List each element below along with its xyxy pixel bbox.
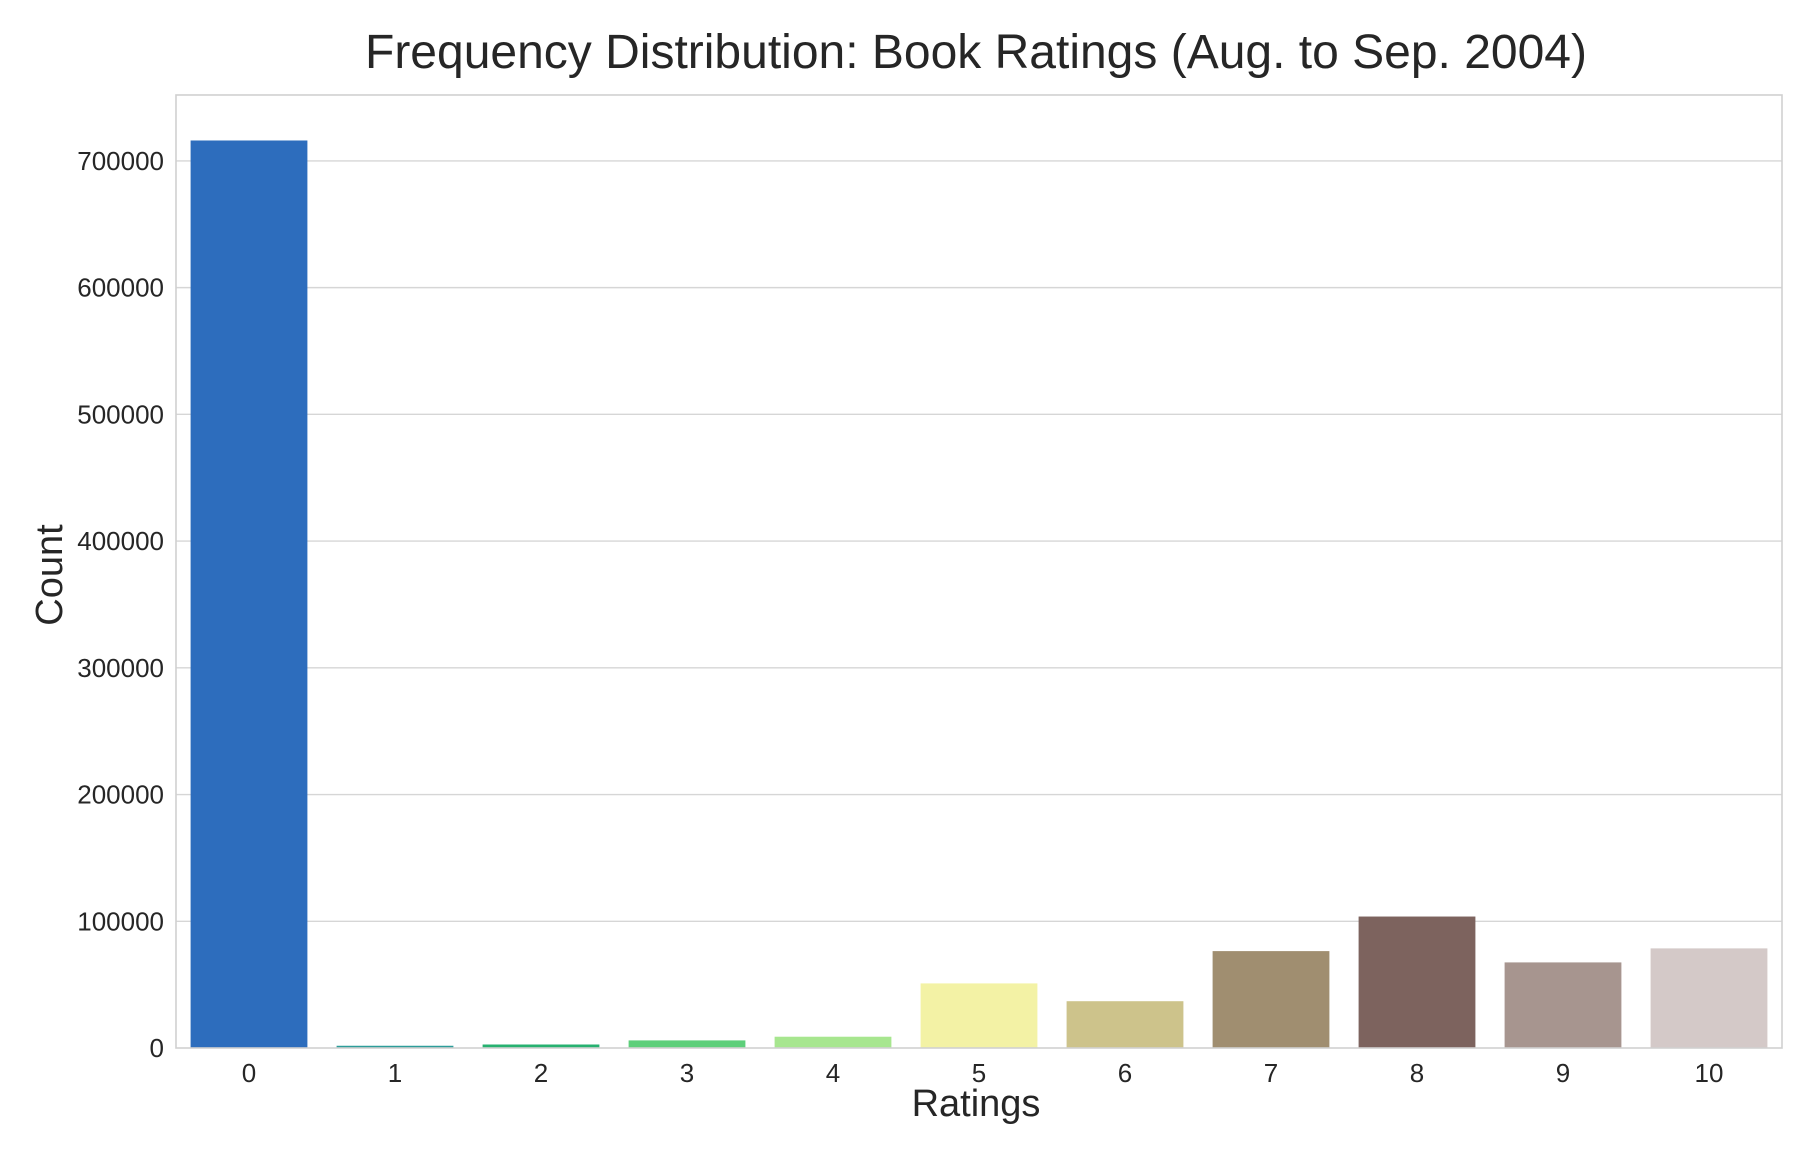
x-tick-label: 6 bbox=[1118, 1058, 1132, 1088]
x-tick-label: 10 bbox=[1695, 1058, 1724, 1088]
y-tick-label: 400000 bbox=[77, 526, 164, 556]
y-axis-label: Count bbox=[29, 524, 71, 626]
bar-rating-1 bbox=[336, 1045, 454, 1048]
x-tick-label: 3 bbox=[680, 1058, 694, 1088]
y-tick-label: 100000 bbox=[77, 906, 164, 936]
bar-rating-10 bbox=[1650, 948, 1768, 1048]
bar-rating-6 bbox=[1066, 1001, 1184, 1048]
y-axis-ticks: 0 100000 200000 300000 400000 500000 600000 700… bbox=[77, 146, 164, 1063]
y-tick-label: 200000 bbox=[77, 780, 164, 810]
bar-rating-0 bbox=[190, 140, 308, 1049]
bar-rating-4 bbox=[774, 1036, 892, 1048]
bar-rating-3 bbox=[628, 1040, 746, 1048]
x-axis-ticks: 0 1 2 3 4 5 6 7 8 9 10 bbox=[242, 1058, 1724, 1088]
bar-rating-9 bbox=[1504, 962, 1622, 1048]
bar-rating-8 bbox=[1358, 916, 1476, 1048]
x-axis-label: Ratings bbox=[912, 1083, 1041, 1125]
bar-rating-5 bbox=[920, 983, 1038, 1048]
x-tick-label: 4 bbox=[826, 1058, 840, 1088]
x-tick-label: 8 bbox=[1410, 1058, 1424, 1088]
y-tick-label: 0 bbox=[150, 1033, 164, 1063]
y-tick-label: 300000 bbox=[77, 653, 164, 683]
chart-title: Frequency Distribution: Book Ratings (Au… bbox=[365, 26, 1587, 79]
plot-frame bbox=[175, 94, 1783, 1049]
y-tick-label: 500000 bbox=[77, 399, 164, 429]
y-tick-label: 600000 bbox=[77, 273, 164, 303]
bar-rating-2 bbox=[482, 1044, 600, 1048]
x-tick-label: 0 bbox=[242, 1058, 256, 1088]
x-tick-label: 9 bbox=[1556, 1058, 1570, 1088]
bar-rating-7 bbox=[1212, 951, 1330, 1048]
x-tick-label: 1 bbox=[388, 1058, 402, 1088]
bars-layer bbox=[190, 140, 1768, 1049]
y-tick-label: 700000 bbox=[77, 146, 164, 176]
grid-layer bbox=[176, 160, 1782, 922]
x-tick-label: 5 bbox=[972, 1058, 986, 1088]
x-tick-label: 7 bbox=[1264, 1058, 1278, 1088]
x-tick-label: 2 bbox=[534, 1058, 548, 1088]
